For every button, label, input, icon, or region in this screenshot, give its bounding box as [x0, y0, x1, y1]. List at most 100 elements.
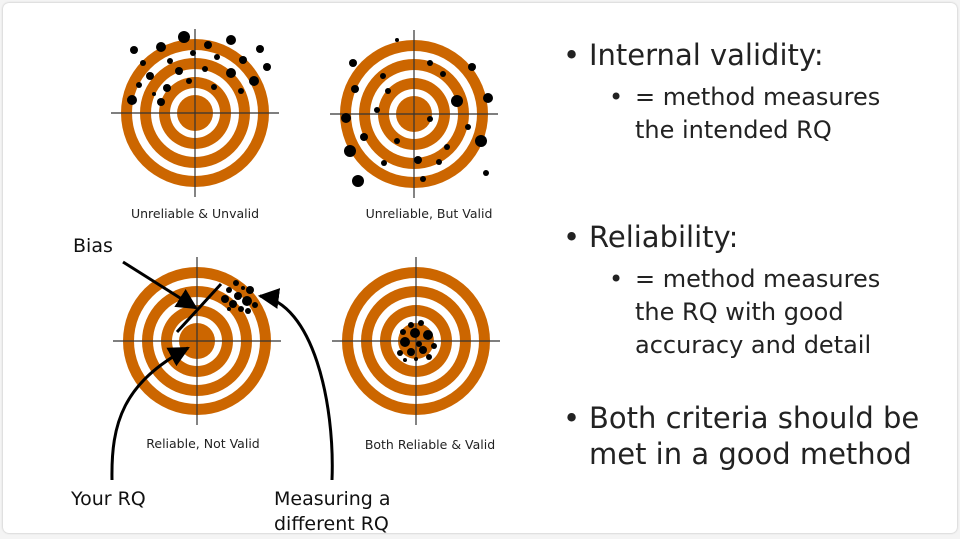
shot-dot — [420, 176, 426, 182]
shot-dot — [374, 107, 380, 113]
shot-dot — [202, 66, 208, 72]
targets-diagram — [110, 29, 500, 481]
shot-dot — [229, 300, 237, 308]
bias-arrow — [122, 260, 198, 310]
shot-dot — [238, 306, 244, 312]
shot-dot — [395, 38, 399, 42]
bias-label: Bias — [73, 235, 113, 257]
slide: Unreliable & Unvalid Unreliable, But Val… — [3, 3, 957, 533]
sub-bullet-internal-validity: = method measures the intended RQ — [563, 81, 953, 147]
bullet-both-criteria: Both criteria should be met in a good me… — [563, 400, 953, 472]
shot-dot — [394, 138, 400, 144]
shot-dot — [226, 35, 236, 45]
caption-reliable-valid: Both Reliable & Valid — [364, 437, 496, 452]
shot-dot — [408, 322, 414, 328]
shot-dot — [233, 280, 239, 286]
shot-dot — [444, 144, 450, 150]
shot-dot — [344, 145, 356, 157]
shot-dot — [245, 308, 251, 314]
shot-dot — [451, 95, 463, 107]
bullet-list: Internal validity: = method measures the… — [563, 37, 953, 472]
shot-dot — [468, 63, 476, 71]
shot-dot — [418, 320, 424, 326]
shot-dot — [403, 358, 407, 362]
shot-dot — [156, 42, 166, 52]
shot-dot — [157, 98, 165, 106]
shot-dot — [397, 350, 403, 356]
shot-dot — [419, 346, 427, 354]
shot-dot — [263, 63, 271, 71]
shot-dot — [152, 92, 156, 96]
different-rq-arrow — [257, 288, 334, 481]
bias-line — [175, 282, 223, 334]
shot-dot — [130, 46, 138, 54]
shot-dot — [178, 31, 190, 43]
shot-dot — [190, 50, 196, 56]
sub-bullet-line: = method measures — [635, 83, 881, 111]
target-reliable-not-valid — [113, 257, 281, 425]
shot-dot — [163, 84, 171, 92]
shot-cluster — [127, 31, 271, 106]
target-unreliable-unvalid — [111, 29, 279, 197]
shot-dot — [400, 329, 406, 335]
shot-dot — [352, 175, 364, 187]
shot-dot — [483, 93, 493, 103]
shot-dot — [380, 73, 386, 79]
different-rq-line2: different RQ — [274, 513, 389, 533]
shot-dot — [349, 59, 357, 67]
shot-dot — [256, 45, 264, 53]
shot-dot — [127, 95, 137, 105]
shot-dot — [241, 286, 245, 290]
shot-dot — [360, 133, 368, 141]
shot-dot — [410, 328, 420, 338]
shot-dot — [416, 341, 422, 347]
shot-dot — [483, 170, 489, 176]
bullet-internal-validity: Internal validity: — [563, 37, 953, 73]
caption-reliable-not-valid: Reliable, Not Valid — [146, 436, 260, 451]
caption-unreliable-valid: Unreliable, But Valid — [365, 206, 493, 221]
shot-dot — [140, 60, 146, 66]
shot-dot — [431, 343, 437, 349]
shot-dot — [414, 357, 418, 361]
shot-dot — [175, 67, 183, 75]
shot-dot — [204, 41, 212, 49]
shot-dot — [436, 159, 442, 165]
shot-dot — [238, 88, 244, 94]
sub-bullet-reliability: = method measures the RQ with good accur… — [563, 263, 953, 362]
shot-dot — [146, 72, 154, 80]
shot-dot — [136, 82, 142, 88]
sub-bullet-line: the intended RQ — [635, 116, 832, 144]
shot-dot — [186, 78, 192, 84]
shot-dot — [242, 296, 252, 306]
shot-dot — [249, 76, 259, 86]
shot-dot — [252, 302, 258, 308]
different-rq-line1: Measuring a — [274, 488, 391, 510]
bullet-line: met in a good method — [589, 437, 912, 471]
shot-dot — [381, 160, 387, 166]
your-rq-label: Your RQ — [71, 488, 146, 510]
shot-cluster — [221, 280, 258, 314]
shot-dot — [440, 71, 446, 77]
shot-dot — [214, 54, 220, 60]
shot-dot — [226, 287, 232, 293]
shot-dot — [414, 156, 422, 164]
caption-unreliable-unvalid: Unreliable & Unvalid — [130, 206, 260, 221]
shot-dot — [465, 124, 471, 130]
target-reliable-valid — [332, 257, 500, 425]
shot-dot — [221, 295, 229, 303]
bullet-reliability: Reliability: — [563, 219, 953, 255]
shot-dot — [211, 84, 217, 90]
shot-dot — [227, 307, 231, 311]
shot-dot — [234, 292, 242, 300]
shot-dot — [423, 330, 433, 340]
shot-dot — [246, 286, 254, 294]
shot-dot — [426, 354, 432, 360]
shot-cluster — [397, 320, 437, 362]
shot-dot — [475, 135, 487, 147]
sub-bullet-line: = method measures — [635, 265, 881, 293]
different-rq-label: Measuring a different RQ — [274, 487, 391, 533]
target-unreliable-valid — [330, 30, 498, 198]
bullet-line: Both criteria should be — [589, 401, 920, 435]
shot-dot — [239, 56, 247, 64]
shot-dot — [427, 60, 433, 66]
